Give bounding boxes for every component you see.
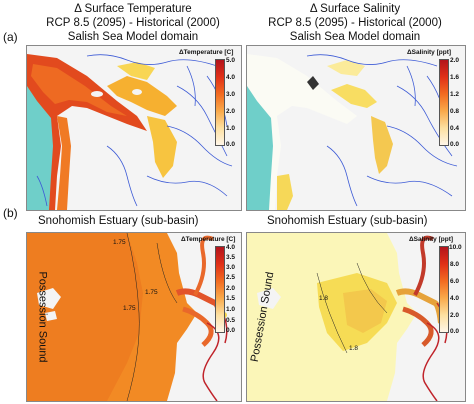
estuary-temperature-graphic <box>27 233 241 401</box>
bottom-left-contour-label-1: 1.75 <box>123 305 136 312</box>
bottom-left-colorbar <box>215 246 225 333</box>
top-right-tick-3: 0.8 <box>450 108 460 115</box>
top-left-title-line-1: Δ Surface Temperature <box>74 3 192 15</box>
top-right-tick-2: 1.2 <box>450 91 460 98</box>
bottom-left-tick-8: 0.0 <box>226 327 236 334</box>
bottom-right-tick-0: 10.0 <box>449 244 462 251</box>
bottom-right-colorbar <box>439 246 449 333</box>
top-left-colorbar <box>215 59 225 146</box>
top-right-title-line-3: Salish Sea Model domain <box>289 31 421 43</box>
bottom-left-tick-6: 1.0 <box>226 306 236 313</box>
bottom-left-contour-label-2: 1.75 <box>145 289 158 296</box>
bottom-left-title: Snohomish Estuary (sub-basin) <box>38 215 199 227</box>
bottom-right-tick-5: 0.0 <box>450 328 460 335</box>
bottom-right-contour-label-1: 1.8 <box>349 345 359 352</box>
bottom-right-colorbar-title: ΔSalinity [ppt] <box>409 236 454 243</box>
panel-label-a: (a) <box>3 30 18 44</box>
panel-label-b: (b) <box>3 206 18 220</box>
temperature-map-graphic <box>27 46 241 210</box>
top-right-tick-4: 0.4 <box>450 125 460 132</box>
bottom-right-tick-4: 2.0 <box>450 312 460 319</box>
bottom-left-tick-2: 3.0 <box>226 264 236 271</box>
bottom-right-tick-2: 6.0 <box>450 278 460 285</box>
top-left-title: Δ Surface Temperature RCP 8.5 (2095) - H… <box>18 2 248 44</box>
top-left-tick-4: 1.0 <box>226 125 236 132</box>
top-left-colorbar-title: ΔTemperature [C] <box>179 49 234 56</box>
bottom-right-contour-label-0: 1.8 <box>319 295 329 302</box>
bottom-left-tick-1: 3.5 <box>226 254 236 261</box>
top-right-colorbar-title: ΔSalinity [ppt] <box>407 49 452 56</box>
bottom-right-title: Snohomish Estuary (sub-basin) <box>267 215 428 227</box>
bottom-right-tick-1: 8.0 <box>450 261 460 268</box>
estuary-salinity-graphic <box>247 233 465 401</box>
top-left-tick-2: 3.0 <box>226 91 236 98</box>
top-right-tick-0: 2.0 <box>450 57 460 64</box>
bottom-left-colorbar-title: ΔTemperature [C] <box>181 236 236 243</box>
top-right-title-line-2: RCP 8.5 (2095) - Historical (2000) <box>268 17 442 29</box>
top-right-tick-5: 0.0 <box>450 141 460 148</box>
top-right-colorbar <box>439 59 449 146</box>
bottom-left-tick-0: 4.0 <box>226 244 236 251</box>
bottom-left-contour-label-0: 1.75 <box>113 239 126 246</box>
bottom-left-tick-4: 2.0 <box>226 285 236 292</box>
bottom-right-tick-3: 4.0 <box>450 295 460 302</box>
top-left-tick-1: 4.0 <box>226 74 236 81</box>
top-left-temperature-map: ΔTemperature [C] 5.0 4.0 3.0 2.0 1.0 0.0 <box>26 45 242 211</box>
top-right-title-line-1: Δ Surface Salinity <box>309 3 401 15</box>
top-left-tick-3: 2.0 <box>226 108 236 115</box>
top-left-tick-5: 0.0 <box>226 141 236 148</box>
bottom-left-possession-sound-label: Possession Sound <box>36 271 49 363</box>
top-left-title-line-2: RCP 8.5 (2095) - Historical (2000) <box>46 17 220 29</box>
salinity-map-graphic <box>247 46 465 210</box>
bottom-left-estuary-temperature-map: Possession Sound 1.75 1.75 1.75 ΔTempera… <box>26 232 242 402</box>
top-right-title: Δ Surface Salinity RCP 8.5 (2095) - Hist… <box>240 2 470 44</box>
bottom-right-estuary-salinity-map: Possession Sound 1.8 1.8 ΔSalinity [ppt]… <box>246 232 466 402</box>
top-right-salinity-map: ΔSalinity [ppt] 2.0 1.6 1.2 0.8 0.4 0.0 <box>246 45 466 211</box>
top-left-tick-0: 5.0 <box>226 57 236 64</box>
bottom-left-tick-3: 2.5 <box>226 274 236 281</box>
top-right-tick-1: 1.6 <box>450 74 460 81</box>
bottom-left-tick-5: 1.5 <box>226 295 236 302</box>
bottom-left-tick-7: 0.5 <box>226 317 236 324</box>
top-left-title-line-3: Salish Sea Model domain <box>67 31 199 43</box>
